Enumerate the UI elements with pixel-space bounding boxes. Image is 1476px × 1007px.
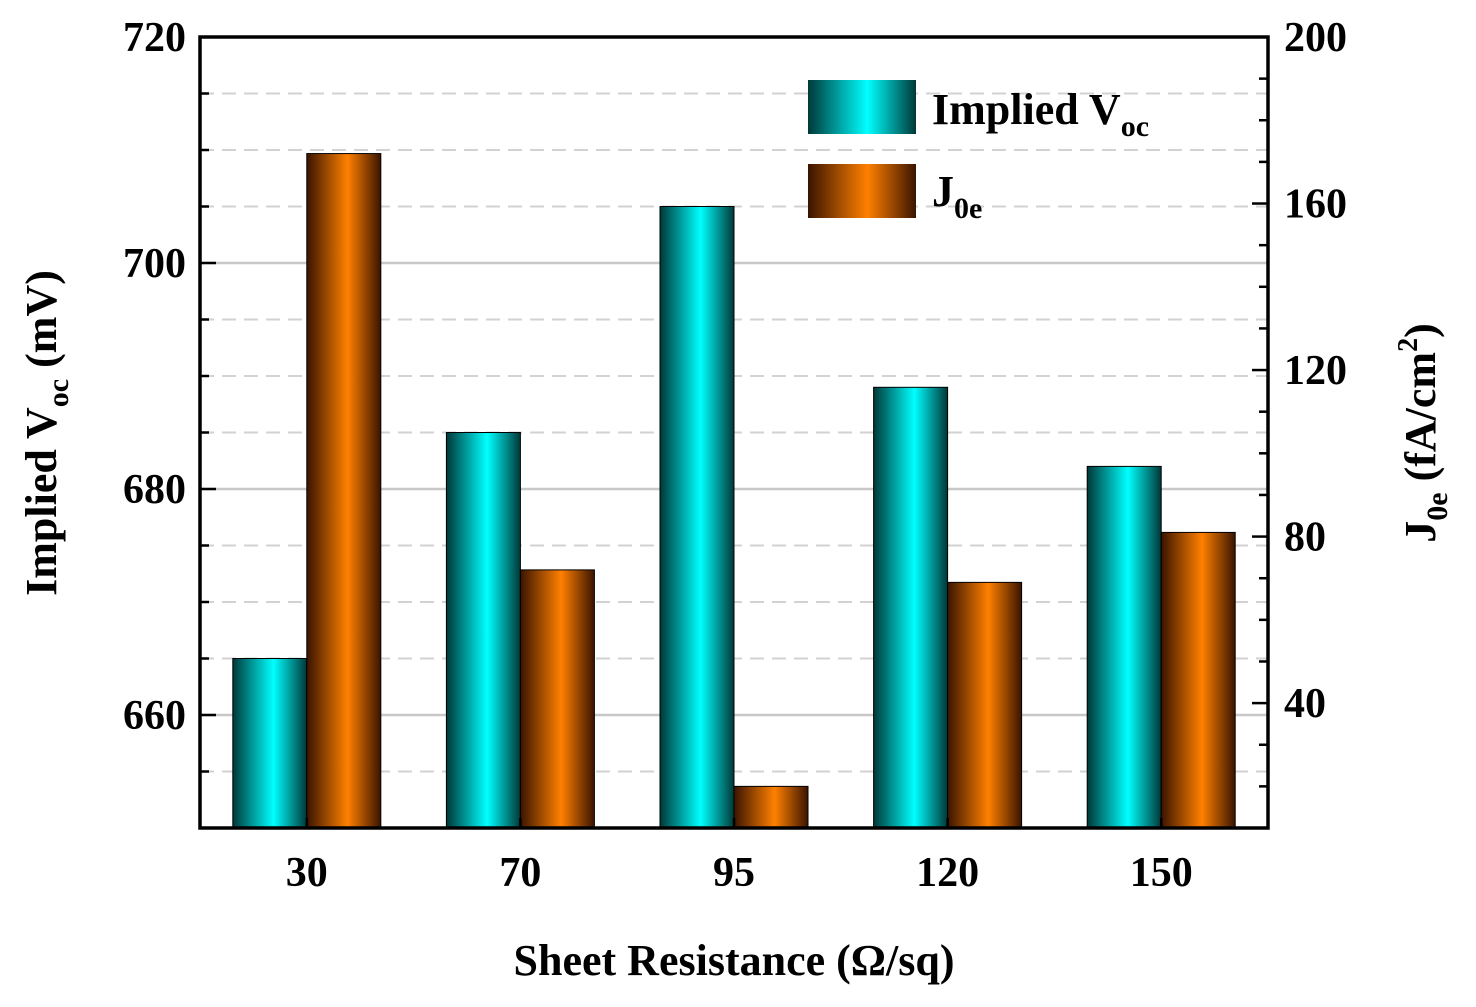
right-tick-label: 80 <box>1284 515 1326 561</box>
bar-voc-120 <box>873 386 949 829</box>
bar-voc-95 <box>659 206 735 829</box>
right-axis-title-unit: (fA/cm <box>1396 352 1445 493</box>
right-axis-title: J0e (fA/cm2) <box>1393 323 1454 542</box>
legend-label-voc-main: Implied V <box>932 85 1121 134</box>
legend-label-j0e-main: J <box>932 167 954 216</box>
x-tick-label: 95 <box>713 850 755 896</box>
left-tick-label: 700 <box>123 241 186 287</box>
bar-j0e-120 <box>947 581 1023 829</box>
legend-swatch-j0e <box>808 164 916 218</box>
right-axis-title-close: ) <box>1396 323 1445 338</box>
left-axis-title: Implied Voc (mV) <box>17 270 75 596</box>
left-tick-label: 720 <box>123 15 186 61</box>
axes: 30 70 95 120 150 660 680 700 720 40 80 120 160 200 <box>123 15 1347 896</box>
legend: Implied Voc J0e <box>808 80 1149 225</box>
legend-label-j0e-sub: 0e <box>954 192 982 225</box>
left-tick-label: 680 <box>123 467 186 513</box>
bar-voc-150 <box>1086 465 1162 829</box>
right-tick-label: 200 <box>1284 15 1347 61</box>
left-axis-title-unit: (mV) <box>17 270 66 379</box>
right-tick-label: 40 <box>1284 681 1326 727</box>
bar-j0e-30 <box>306 153 382 829</box>
left-axis-title-main: Implied V <box>17 407 66 596</box>
legend-label-voc: Implied Voc <box>932 85 1149 143</box>
legend-label-j0e: J0e <box>932 167 982 225</box>
right-axis-title-sup: 2 <box>1393 338 1424 352</box>
right-tick-label: 160 <box>1284 182 1347 228</box>
bar-j0e-70 <box>519 569 595 829</box>
legend-label-voc-sub: oc <box>1121 110 1149 143</box>
x-tick-label: 150 <box>1130 850 1193 896</box>
x-tick-label: 30 <box>286 850 328 896</box>
left-tick-label: 660 <box>123 693 186 739</box>
right-axis-title-sub: 0e <box>1421 492 1454 520</box>
x-tick-label: 70 <box>499 850 541 896</box>
legend-swatch-voc <box>808 80 916 134</box>
right-axis-title-main: J <box>1396 521 1445 543</box>
right-tick-label: 120 <box>1284 348 1347 394</box>
bar-j0e-150 <box>1160 531 1236 829</box>
bar-j0e-95 <box>733 785 809 829</box>
bars <box>232 153 1236 829</box>
bar-voc-70 <box>445 432 521 829</box>
bar-voc-30 <box>232 658 308 829</box>
left-axis-title-sub: oc <box>42 379 75 407</box>
x-axis-title: Sheet Resistance (Ω/sq) <box>514 936 955 985</box>
x-tick-label: 120 <box>916 850 979 896</box>
